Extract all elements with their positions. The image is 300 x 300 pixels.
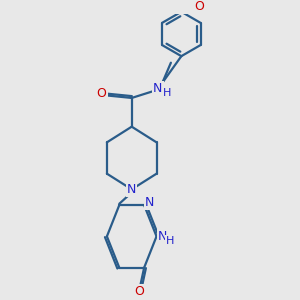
Text: N: N bbox=[158, 230, 167, 243]
Text: N: N bbox=[153, 82, 163, 94]
Text: O: O bbox=[135, 285, 145, 298]
Text: O: O bbox=[97, 87, 106, 100]
Text: H: H bbox=[163, 88, 172, 98]
Text: O: O bbox=[195, 0, 205, 13]
Text: N: N bbox=[127, 183, 136, 196]
Text: N: N bbox=[145, 196, 154, 209]
Text: H: H bbox=[166, 236, 174, 246]
